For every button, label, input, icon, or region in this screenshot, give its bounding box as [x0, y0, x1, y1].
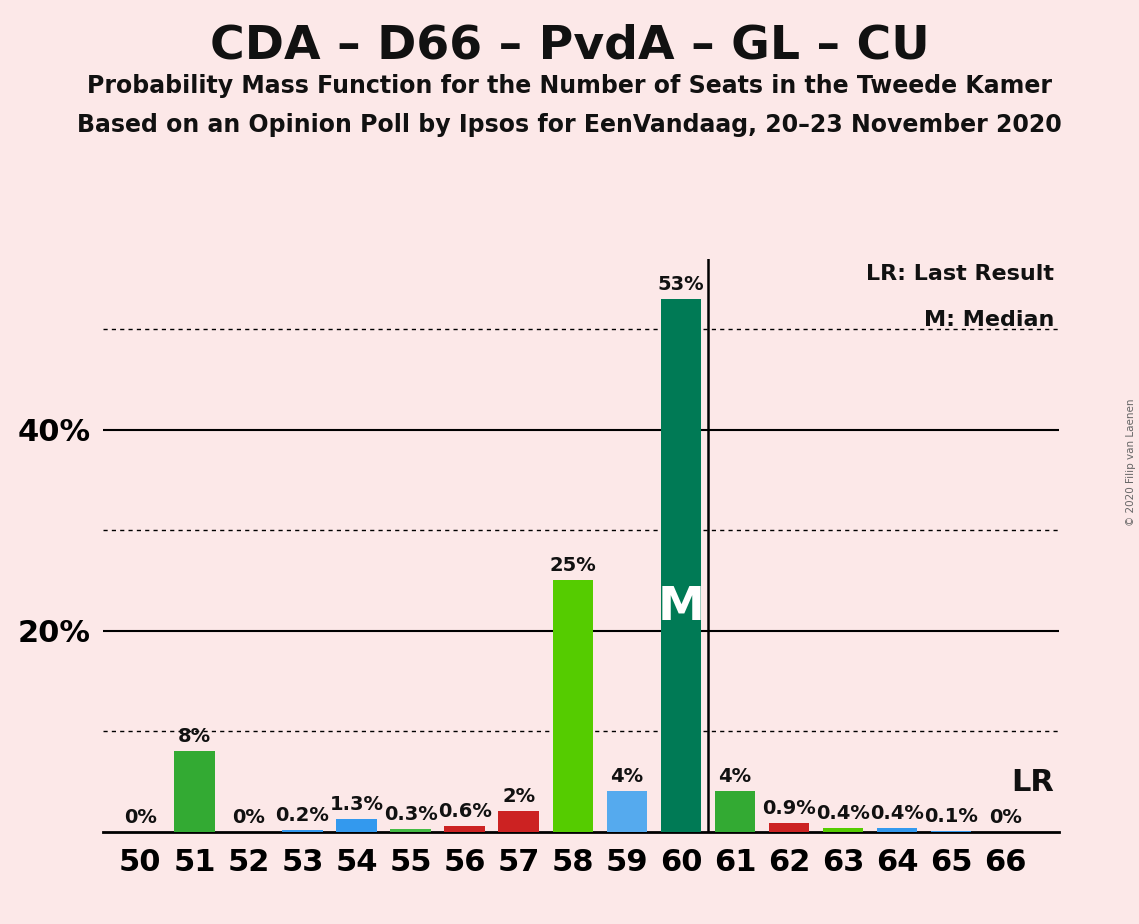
Bar	[282, 830, 322, 832]
Bar	[769, 822, 810, 832]
Bar	[607, 791, 647, 832]
Bar	[661, 299, 702, 832]
Bar	[499, 811, 539, 832]
Text: 0%: 0%	[989, 808, 1022, 827]
Bar	[336, 819, 377, 832]
Bar	[822, 828, 863, 832]
Text: 0.1%: 0.1%	[924, 807, 978, 825]
Bar	[714, 791, 755, 832]
Text: 0.3%: 0.3%	[384, 805, 437, 823]
Text: 4%: 4%	[719, 767, 752, 786]
Bar	[391, 829, 431, 832]
Text: 2%: 2%	[502, 787, 535, 807]
Text: CDA – D66 – PvdA – GL – CU: CDA – D66 – PvdA – GL – CU	[210, 23, 929, 68]
Text: LR: Last Result: LR: Last Result	[867, 264, 1055, 285]
Text: 4%: 4%	[611, 767, 644, 786]
Text: 8%: 8%	[178, 727, 211, 747]
Text: M: Median: M: Median	[924, 310, 1055, 330]
Bar	[444, 825, 485, 832]
Text: 0.4%: 0.4%	[870, 804, 924, 822]
Text: © 2020 Filip van Laenen: © 2020 Filip van Laenen	[1126, 398, 1136, 526]
Text: 0.6%: 0.6%	[437, 801, 492, 821]
Bar	[552, 580, 593, 832]
Text: 0.2%: 0.2%	[276, 806, 329, 824]
Bar	[877, 828, 917, 832]
Bar	[174, 751, 214, 832]
Text: Probability Mass Function for the Number of Seats in the Tweede Kamer: Probability Mass Function for the Number…	[87, 74, 1052, 98]
Text: 0%: 0%	[124, 808, 157, 827]
Text: 0%: 0%	[232, 808, 265, 827]
Text: 0.4%: 0.4%	[817, 804, 870, 822]
Text: LR: LR	[1011, 769, 1055, 797]
Text: 25%: 25%	[549, 556, 596, 576]
Text: 1.3%: 1.3%	[329, 795, 384, 813]
Text: 0.9%: 0.9%	[762, 798, 816, 818]
Text: M: M	[657, 586, 704, 630]
Bar	[931, 831, 972, 832]
Text: 53%: 53%	[657, 275, 704, 294]
Text: Based on an Opinion Poll by Ipsos for EenVandaag, 20–23 November 2020: Based on an Opinion Poll by Ipsos for Ee…	[77, 113, 1062, 137]
